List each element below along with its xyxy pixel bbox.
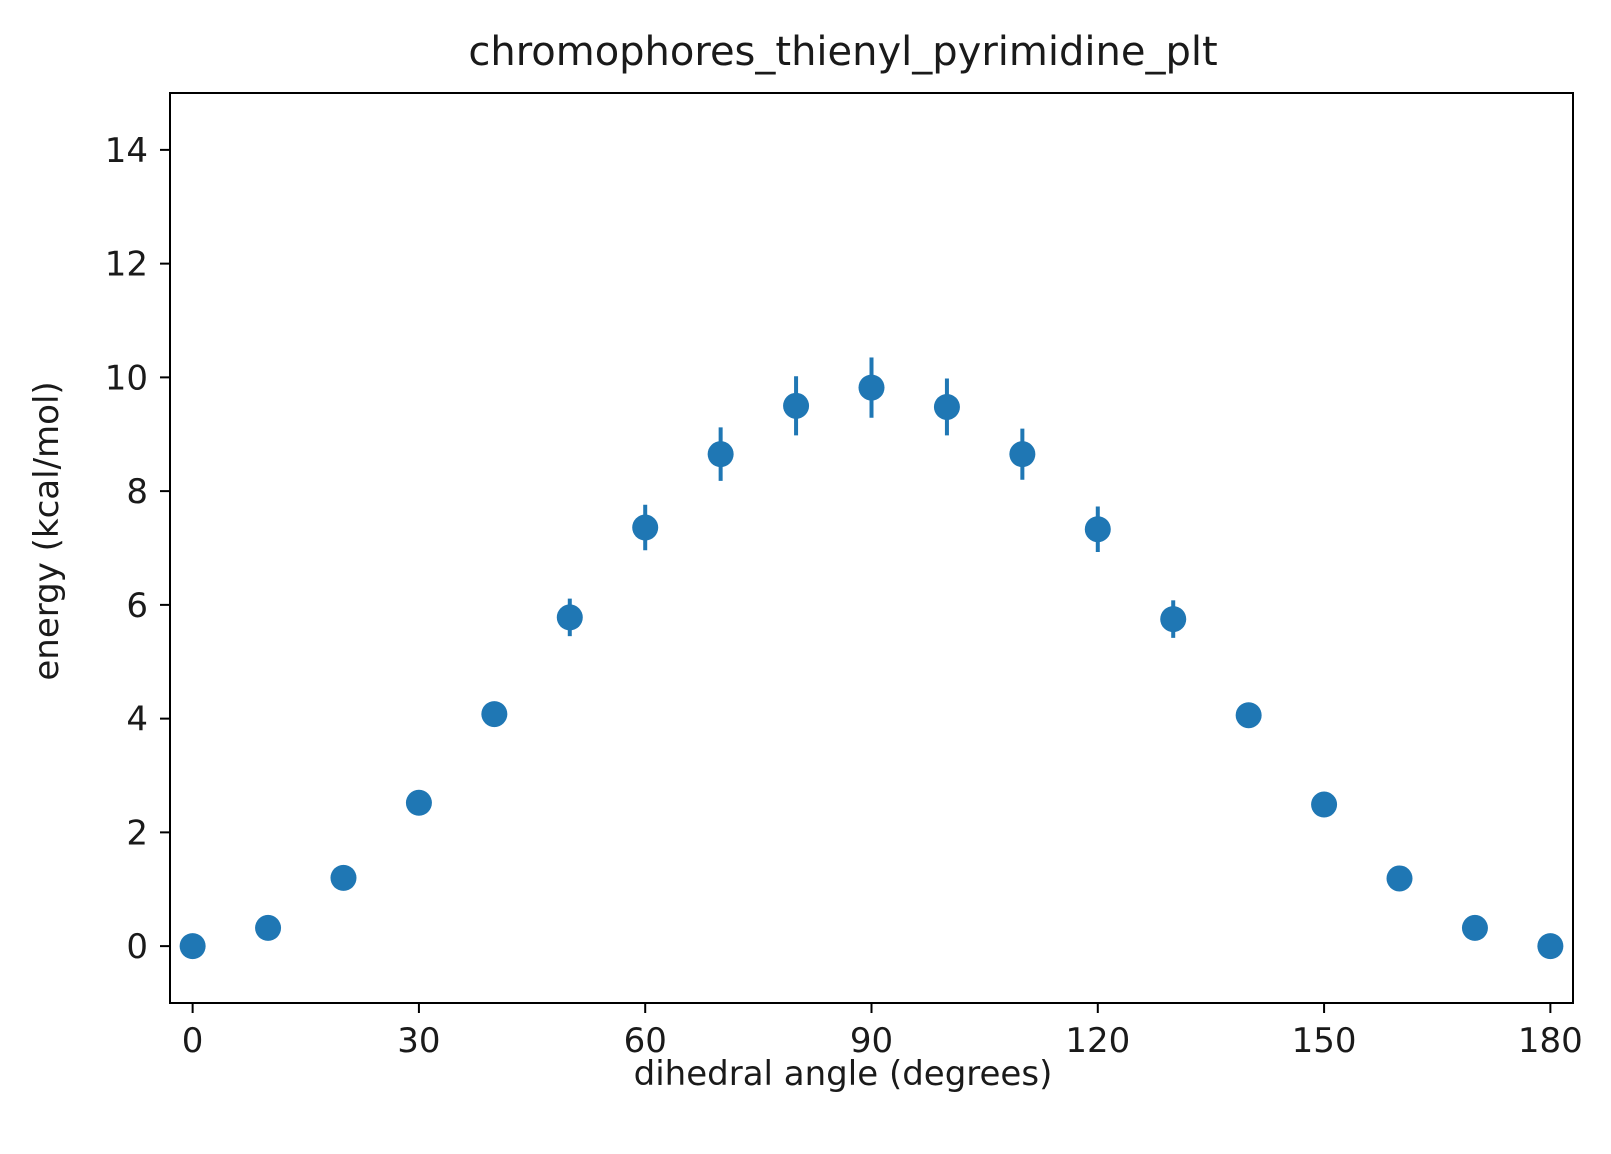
- data-points: [179, 374, 1564, 960]
- data-point: [255, 914, 282, 941]
- data-point: [707, 441, 734, 468]
- data-point: [632, 514, 659, 541]
- data-point: [1009, 441, 1036, 468]
- chart-title: chromophores_thienyl_pyrimidine_plt: [468, 29, 1217, 75]
- data-point: [405, 789, 432, 816]
- y-tick-label: 8: [126, 472, 148, 512]
- plot-frame: [169, 92, 1574, 1004]
- x-tick-label: 90: [850, 1021, 893, 1061]
- data-point: [481, 701, 508, 728]
- data-point: [1084, 516, 1111, 543]
- y-tick-label: 14: [105, 131, 148, 171]
- data-point: [1235, 702, 1262, 729]
- y-tick-label: 4: [126, 700, 148, 740]
- x-tick-label: 180: [1518, 1021, 1583, 1061]
- x-axis: 0 30 60 90 120 150 180: [182, 1003, 1583, 1061]
- x-tick-label: 0: [182, 1021, 204, 1061]
- y-axis: 0 2 4 6 8 10 12 14: [105, 131, 170, 967]
- y-tick-label: 0: [126, 927, 148, 967]
- y-axis-title: energy (kcal/mol): [27, 381, 67, 680]
- data-point: [1311, 791, 1338, 818]
- x-axis-title: dihedral angle (degrees): [634, 1054, 1053, 1094]
- y-tick-label: 12: [105, 245, 148, 285]
- y-tick-label: 10: [105, 358, 148, 398]
- x-tick-label: 60: [624, 1021, 667, 1061]
- y-tick-label: 2: [126, 813, 148, 853]
- data-point: [1160, 606, 1187, 633]
- data-point: [858, 374, 885, 401]
- data-point: [179, 933, 206, 960]
- data-point: [1537, 933, 1564, 960]
- data-point: [1461, 914, 1488, 941]
- data-point: [556, 604, 583, 631]
- data-point: [783, 392, 810, 419]
- data-point: [330, 864, 357, 891]
- y-tick-label: 6: [126, 586, 148, 626]
- error-bars: [266, 357, 1477, 930]
- x-tick-label: 120: [1065, 1021, 1130, 1061]
- data-point: [1386, 865, 1413, 892]
- x-tick-label: 150: [1292, 1021, 1357, 1061]
- x-tick-label: 30: [397, 1021, 440, 1061]
- data-point: [933, 393, 960, 420]
